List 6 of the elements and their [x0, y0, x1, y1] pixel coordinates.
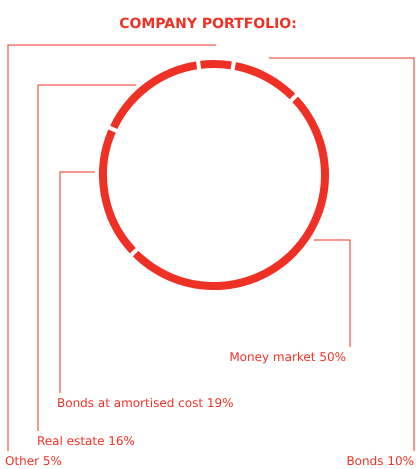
slice-label: Bonds at amortised cost 19%: [57, 396, 234, 410]
slice-label: Bonds 10%: [346, 454, 414, 468]
chart-title: COMPANY PORTFOLIO:: [119, 16, 297, 32]
slice-label: Money market 50%: [229, 350, 346, 364]
slice-label: Other 5%: [5, 454, 62, 468]
slice-label: Real estate 16%: [37, 434, 135, 448]
